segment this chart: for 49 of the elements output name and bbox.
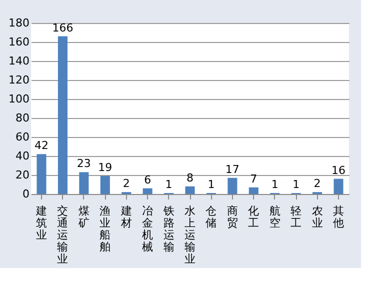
data-label: 166 [52,21,74,34]
y-tick-label: 80 [16,112,30,124]
data-label: 17 [225,162,240,176]
y-tick-label: 180 [8,16,30,30]
y-tick-label: 120 [8,74,30,86]
x-tick-label: 轻工 [290,204,302,230]
data-label: 1 [292,178,300,192]
data-label: 1 [208,178,215,192]
y-tick-label: 100 [8,92,30,106]
data-label: 1 [165,178,172,192]
y-tick-label: 20 [16,168,30,182]
bar [228,178,238,194]
x-tick-label: 煤矿 [77,204,90,230]
y-tick-label: 40 [16,150,30,162]
bar [248,187,258,194]
x-tick-label: 航空 [269,204,280,230]
bar [79,172,89,194]
bar [58,36,68,194]
data-label: 19 [98,160,112,174]
x-tick-label: 渔业船舶 [100,204,111,254]
data-label: 8 [186,171,194,184]
data-label: 2 [122,177,130,190]
data-label: 1 [271,178,278,192]
y-tick-label: 0 [22,188,30,200]
bar [36,154,46,194]
bar [185,186,195,194]
bar [334,178,344,194]
x-tick-label: 建筑业 [35,204,47,242]
bar [100,176,110,194]
x-tick-label: 仓储 [206,204,217,230]
x-tick-label: 农业 [312,204,323,230]
data-label: 2 [314,177,321,190]
x-tick-label: 冶金机械 [142,204,154,254]
data-label: 6 [144,173,152,186]
y-tick-label: 60 [16,130,30,144]
data-label: 23 [76,157,91,170]
x-tick-label: 水上运输业 [184,204,196,266]
data-label: 42 [34,139,48,152]
x-tick-label: 化工 [248,204,260,230]
x-tick-label: 商贸 [226,204,238,230]
x-tick-label: 铁路运输 [162,204,174,254]
data-label: 7 [250,172,258,186]
x-tick-label: 其他 [333,204,344,230]
data-label: 16 [332,164,346,177]
x-tick-label: 建材 [120,204,132,230]
y-tick-label: 160 [8,36,30,48]
x-tick-label: 交通运输业 [57,204,68,266]
y-tick-label: 140 [8,54,30,68]
bar [142,188,152,194]
